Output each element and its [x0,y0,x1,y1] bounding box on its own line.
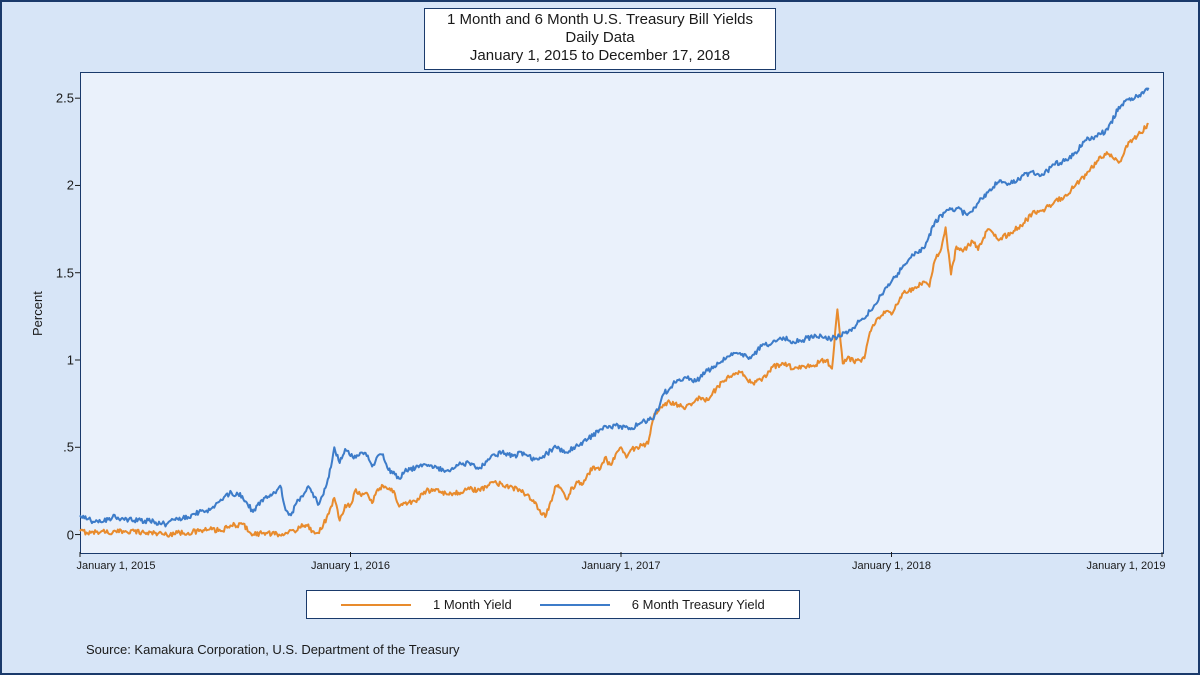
legend-item: 6 Month Treasury Yield [540,597,765,612]
y-tick-label: 1 [40,353,74,368]
y-tick-label: 2.5 [40,91,74,106]
x-tick-label: January 1, 2019 [1087,560,1166,572]
x-tick-label: January 1, 2016 [311,560,390,572]
x-tick-label: January 1, 2017 [582,560,661,572]
chart-frame: 1 Month and 6 Month U.S. Treasury Bill Y… [0,0,1200,675]
legend-item: 1 Month Yield [341,597,512,612]
legend-swatch [540,604,610,606]
legend-box: 1 Month Yield 6 Month Treasury Yield [306,590,800,619]
y-tick-label: 2 [40,178,74,193]
legend-swatch [341,604,411,606]
series-line [80,88,1149,527]
y-axis-title: Percent [30,291,45,336]
y-tick-label: .5 [40,440,74,455]
y-tick-label: 0 [40,527,74,542]
x-tick-label: January 1, 2018 [852,560,931,572]
y-tick-label: 1.5 [40,265,74,280]
source-text: Source: Kamakura Corporation, U.S. Depar… [86,642,460,657]
chart-svg [2,2,1200,677]
series-line [80,124,1149,537]
legend-label: 6 Month Treasury Yield [632,597,765,612]
x-tick-label: January 1, 2015 [77,560,156,572]
legend-label: 1 Month Yield [433,597,512,612]
